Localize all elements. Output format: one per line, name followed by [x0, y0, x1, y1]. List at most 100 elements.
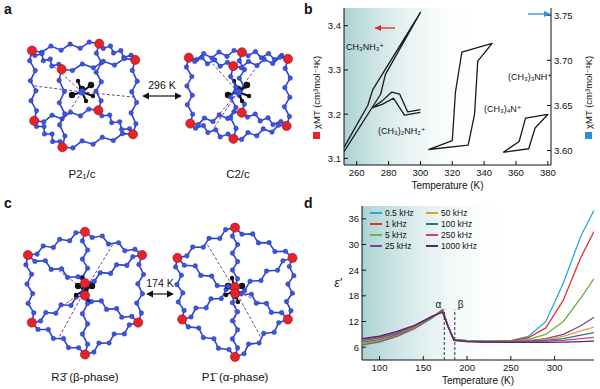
- atom: [218, 236, 223, 241]
- x-tick: [452, 161, 453, 165]
- atom: [59, 48, 64, 53]
- cation-atom: [84, 99, 88, 103]
- atom: [122, 332, 127, 337]
- bond-chain: [178, 228, 236, 258]
- x-tick: [547, 161, 548, 165]
- atom: [218, 135, 223, 140]
- series-label: (CH₃)₄N⁺: [484, 104, 522, 114]
- atom: [34, 88, 39, 93]
- atom: [57, 123, 62, 128]
- atom: [202, 116, 207, 121]
- x-tick: [388, 161, 389, 165]
- atom: [234, 85, 239, 90]
- series-line: [362, 312, 594, 342]
- transition: [142, 93, 182, 100]
- metal-node: [30, 116, 39, 125]
- atom: [51, 336, 56, 341]
- atom: [85, 342, 90, 347]
- atom: [242, 351, 247, 356]
- atom: [246, 130, 251, 135]
- atom: [108, 271, 113, 276]
- metal-node: [288, 253, 297, 262]
- metal-node: [237, 108, 246, 117]
- atom: [141, 272, 146, 277]
- atom: [228, 95, 233, 100]
- atom: [99, 80, 104, 85]
- cation-atom: [247, 94, 251, 98]
- atom: [228, 74, 233, 79]
- figure: abcd296 KP2₁/cC2/c174 KR3̄ (β-phase)P1̄ …: [0, 0, 600, 389]
- atom: [63, 134, 68, 139]
- bond-chain: [85, 255, 142, 283]
- atom: [190, 245, 195, 250]
- x-tick-label: 300: [413, 167, 429, 178]
- series-label: CH₃NH₃⁺: [346, 42, 384, 52]
- metal-node: [230, 223, 239, 232]
- atom: [234, 126, 239, 131]
- atom: [253, 112, 258, 117]
- atom: [68, 110, 73, 115]
- metal-node: [184, 53, 193, 62]
- atom: [122, 56, 127, 61]
- atom: [50, 113, 55, 118]
- atom: [29, 272, 34, 277]
- cage: [173, 223, 297, 362]
- atom: [78, 114, 83, 119]
- x-tick-label: 150: [415, 362, 431, 373]
- atom: [94, 70, 99, 75]
- atom: [225, 54, 230, 59]
- atom: [112, 332, 117, 337]
- atom: [111, 138, 116, 143]
- y2-tick: [547, 105, 551, 106]
- atom: [85, 301, 90, 306]
- atom: [40, 51, 45, 56]
- x-tick-label: 100: [372, 362, 388, 373]
- atom: [50, 132, 55, 137]
- metal-node: [58, 143, 67, 152]
- transition: [146, 291, 174, 298]
- metal-node: [57, 65, 66, 74]
- atom: [259, 278, 264, 283]
- atom: [235, 276, 240, 281]
- atom: [197, 326, 202, 331]
- atom: [176, 300, 181, 305]
- atom: [230, 234, 235, 239]
- metal-node: [27, 46, 36, 55]
- atom: [85, 248, 90, 253]
- legend-label: 1 kHz: [385, 219, 407, 229]
- x-axis: [362, 360, 594, 361]
- atom: [57, 237, 62, 242]
- x-axis-label: Temperature (K): [442, 375, 514, 386]
- legend-label: 50 kHz: [441, 208, 467, 218]
- metal-node: [94, 106, 103, 115]
- bond-chain: [85, 232, 142, 255]
- atom: [80, 62, 85, 67]
- atom: [30, 291, 35, 296]
- bond-chain: [182, 319, 235, 357]
- series-line: [362, 232, 594, 345]
- atom: [182, 263, 187, 268]
- bond-chain: [28, 255, 85, 283]
- cation-atom: [91, 94, 95, 98]
- cage: [184, 48, 293, 144]
- y2-label-marker: [585, 132, 592, 139]
- atom: [41, 244, 46, 249]
- atom: [209, 297, 214, 302]
- arrow-head: [142, 93, 149, 100]
- atom: [201, 245, 206, 250]
- metal-node: [23, 250, 32, 259]
- atom: [218, 64, 223, 69]
- legend: 0.5 kHz1 kHz5 kHz25 kHz50 kHz100 kHz250 …: [370, 208, 477, 251]
- hydrogen-bond: [66, 92, 82, 116]
- atom: [289, 309, 294, 314]
- cation-atom: [230, 276, 234, 280]
- y2-tick-label: 3.75: [554, 10, 573, 21]
- atom: [212, 58, 217, 63]
- chart: 2602803003203403603803.13.23.33.43.603.6…: [311, 8, 594, 191]
- cation-atom: [78, 88, 85, 95]
- series-line: [362, 312, 594, 342]
- y-label-group: χMT (cm³mol⁻¹K): [311, 56, 322, 139]
- legend-label: 1000 kHz: [441, 241, 477, 251]
- metal-node: [229, 134, 238, 143]
- y-tick-label: 24: [348, 265, 359, 276]
